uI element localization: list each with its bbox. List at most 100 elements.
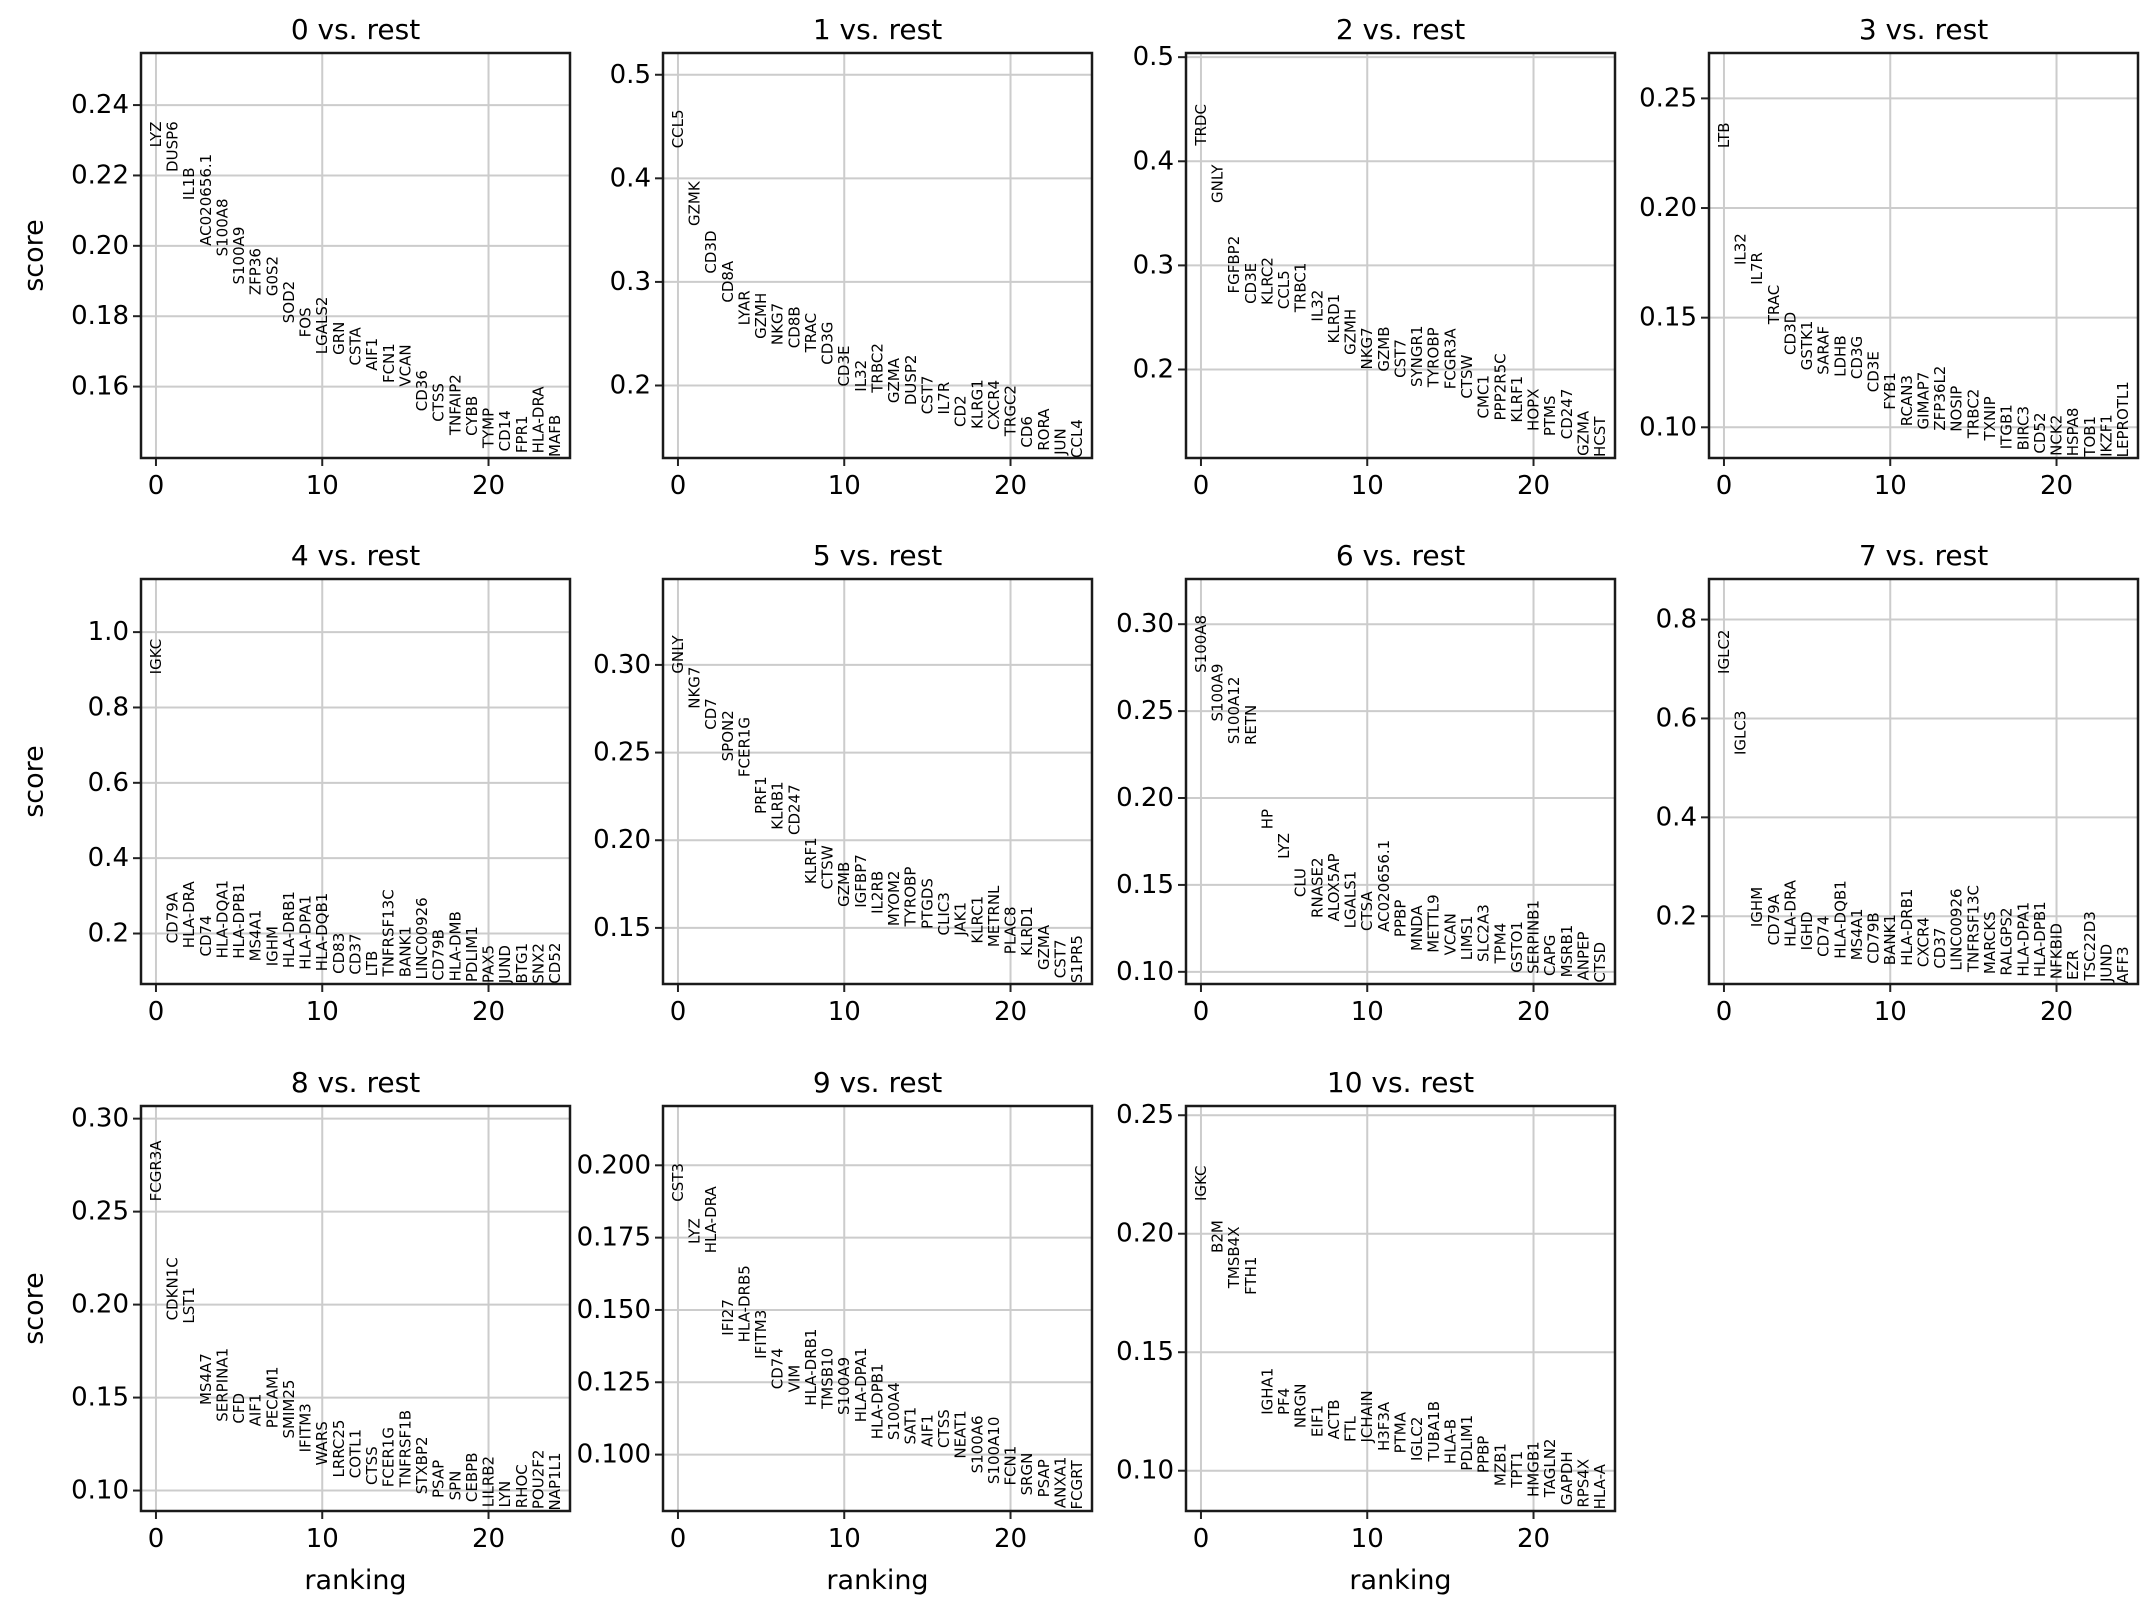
gene-label: TRBC2 [1964, 389, 1982, 440]
y-tick-label: 0.4 [610, 163, 651, 193]
gene-label: IL7R [1748, 252, 1766, 285]
gene-label: LYN [496, 1481, 514, 1508]
gene-label: HLA-DPA1 [2014, 902, 2032, 977]
x-tick-label: 20 [472, 997, 505, 1027]
gene-label: CST7 [1392, 339, 1410, 378]
gene-label: CLU [1292, 868, 1310, 897]
x-tick-label: 20 [2040, 471, 2073, 501]
panel-7: 0 10 200.20.40.60.8IGLC2IGLC3IGHMCD79AHLA-… [1656, 539, 2140, 1027]
gene-label: FCN1 [380, 343, 398, 383]
gene-label: RALGPS2 [1998, 907, 2016, 975]
gene-label: PAX5 [480, 945, 498, 983]
y-tick-label: 0.20 [71, 1290, 129, 1320]
x-tick-label: 0 [1716, 471, 1733, 501]
y-tick-label: 0.25 [1116, 696, 1174, 726]
gene-label: BANK1 [1881, 914, 1899, 965]
gene-label: CD2 [952, 395, 970, 427]
gene-label: CCL4 [1068, 419, 1086, 458]
gene-label: WARS [313, 1421, 331, 1465]
gene-label: CTSA [1358, 891, 1376, 931]
gene-label: VCAN [396, 344, 414, 386]
gene-label: HSPA8 [2064, 408, 2082, 457]
y-tick-label: 0.22 [71, 160, 129, 190]
gene-label: IL1B [180, 167, 198, 200]
x-tick-label: 0 [148, 471, 165, 501]
gene-label: HLA-DRB1 [280, 891, 298, 968]
y-tick-label: 0.25 [1116, 1100, 1174, 1130]
x-tick-label: 10 [1351, 1524, 1384, 1554]
y-tick-label: 0.25 [593, 738, 651, 768]
gene-label: CD3G [1848, 336, 1866, 379]
gene-label: JCHAIN [1358, 1390, 1376, 1443]
y-axis-label: score [19, 1272, 50, 1345]
gene-label: PLAC8 [1002, 906, 1020, 954]
y-tick-label: 0.15 [71, 1383, 129, 1413]
gene-label: KLRD1 [1018, 906, 1036, 956]
y-tick-label: 0.6 [88, 768, 129, 798]
gene-label: S100A8 [213, 198, 231, 256]
gene-label: CD7 [702, 698, 720, 730]
gene-label: CCL5 [1275, 270, 1293, 309]
gene-label: MS4A1 [247, 910, 265, 962]
gene-label: LYZ [147, 121, 165, 147]
gene-label: LINC00926 [413, 897, 431, 979]
gene-label: RPS4X [1574, 1459, 1592, 1508]
x-tick-label: 10 [306, 997, 339, 1027]
panel-0: 0 10 20 0.16 0.18 0.20 0.22 0.24 LYZDUSP6IL1BAC0… [19, 13, 572, 501]
y-tick-label: 0.2 [610, 370, 651, 400]
gene-label: LDHB [1831, 335, 1849, 376]
gene-label: KLRB1 [769, 781, 787, 829]
y-tick-label: 0.15 [593, 913, 651, 943]
x-tick-label: 20 [994, 471, 1027, 501]
gene-label: HLA-DRA [180, 881, 198, 949]
panel-title: 2 vs. rest [1336, 13, 1465, 46]
gene-label: S100A9 [1209, 664, 1227, 722]
gene-label: IL7R [935, 382, 953, 415]
gene-label: FTH1 [1242, 1257, 1260, 1295]
gene-label: GZMA [1574, 410, 1592, 456]
x-tick-label: 0 [670, 997, 687, 1027]
gene-label: CD8A [719, 260, 737, 303]
gene-label: TRAC [802, 313, 820, 353]
y-tick-label: 0.100 [577, 1440, 651, 1470]
panel-8: 0 10 20 0.10 0.15 0.20 0.25 0.30 FCGR3A CDKN1CLST… [19, 1066, 572, 1596]
gene-label: PTMS [1541, 395, 1559, 436]
gene-label: HLA-DPB1 [869, 1363, 887, 1439]
gene-label: METRNL [985, 885, 1003, 947]
gene-label: PDLIM1 [463, 926, 481, 982]
gene-label: HLA-DRB1 [1898, 889, 1916, 966]
gene-label: ZFP36L2 [1931, 366, 1949, 431]
gene-label: FCGRT [1068, 1459, 1086, 1509]
gene-label: BTG1 [513, 943, 531, 984]
gene-label: GSTO1 [1508, 921, 1526, 973]
gene-label: GZMH [752, 293, 770, 339]
y-tick-label: 0.6 [1656, 703, 1697, 733]
y-tick-label: 0.20 [71, 231, 129, 261]
gene-label: CD79B [1865, 912, 1883, 963]
gene-label: RCAN3 [1898, 375, 1916, 426]
gene-label: MS4A7 [197, 1353, 215, 1405]
gene-label: CD79B [430, 929, 448, 980]
gene-label: TOB1 [2081, 416, 2099, 458]
gene-label: AIF1 [247, 1394, 265, 1427]
panel-3: 0 10 20 0.10 0.15 0.20 0.25 LTB IL32IL7RTRACCD3D… [1639, 13, 2140, 501]
y-tick-label: 0.4 [1656, 802, 1697, 832]
gene-label: NKG7 [686, 667, 704, 709]
gene-label: FYB1 [1881, 372, 1899, 410]
gene-label: HLA-B [1441, 1419, 1459, 1464]
gene-label: HLA-DRB5 [735, 1265, 753, 1342]
gene-label: CST7 [1051, 940, 1069, 979]
gene-label: LYZ [1275, 833, 1293, 859]
y-tick-label: 0.125 [577, 1367, 651, 1397]
gene-label: KLRD1 [1325, 294, 1343, 344]
y-tick-label: 0.8 [88, 692, 129, 722]
gene-label: CD6 [1018, 416, 1036, 448]
y-tick-label: 0.150 [577, 1295, 651, 1325]
gene-label: FOS [297, 307, 315, 337]
gene-label: S100A4 [885, 1382, 903, 1440]
gene-label: RORA [1035, 408, 1053, 451]
gene-label: SPN [446, 1471, 464, 1501]
y-tick-label: 0.10 [1116, 1456, 1174, 1486]
gene-label: PDLIM1 [1458, 1415, 1476, 1471]
